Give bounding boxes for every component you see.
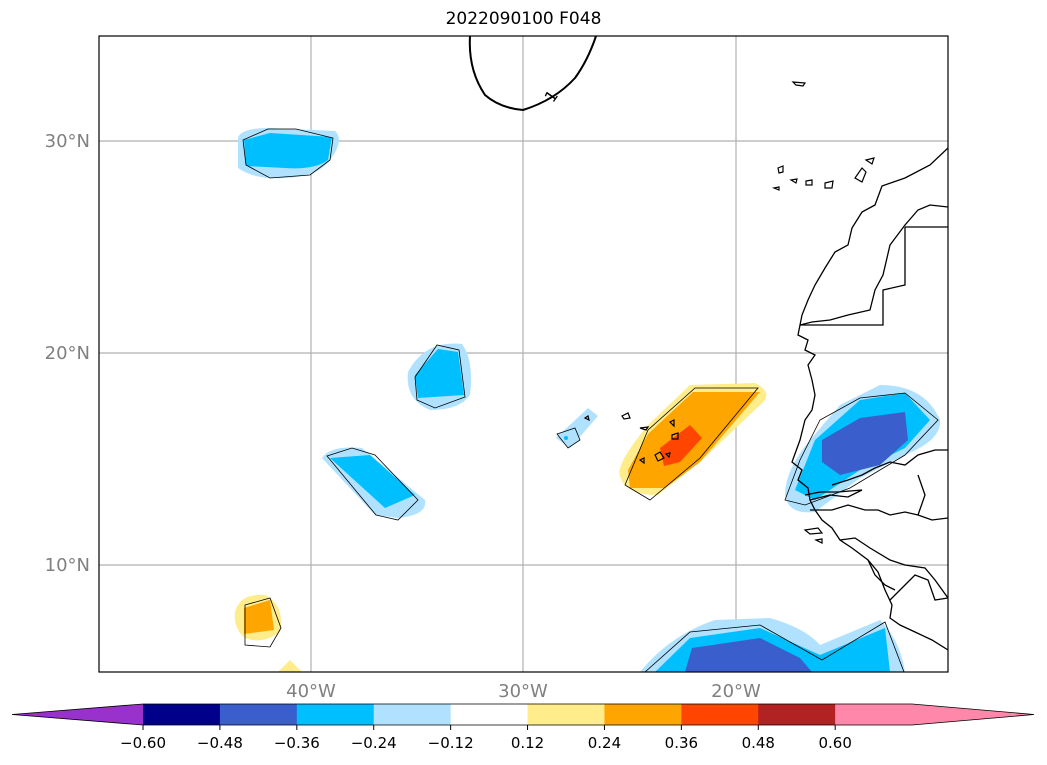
colorbar-segment xyxy=(373,704,452,725)
blob-8n-42w-positive xyxy=(234,594,302,672)
contour-line xyxy=(468,36,597,112)
colorbar-segment xyxy=(527,704,605,725)
blob-14n-38w xyxy=(322,447,426,521)
colorbar-tick-label: 0.12 xyxy=(511,734,544,752)
gridlines xyxy=(99,36,948,672)
blob-16n-22w-positive xyxy=(619,383,767,501)
blob-15n-12w xyxy=(784,385,941,513)
colorbar-extend-high xyxy=(912,704,1034,725)
lon-label-20w: 20°W xyxy=(711,681,761,702)
colorbar: −0.60 −0.48 −0.36 −0.24 −0.12 0.12 0.24 0.36 0.4… xyxy=(11,703,1035,752)
lat-label-10n: 10°N xyxy=(45,555,90,576)
colorbar-extend-low xyxy=(12,704,143,725)
colorbar-tick-label: 0.48 xyxy=(742,734,775,752)
colorbar-segment xyxy=(835,704,913,725)
colorbar-tick-label: −0.60 xyxy=(120,734,166,752)
colorbar-segment xyxy=(219,704,298,725)
map-area: 1 xyxy=(99,36,948,672)
colorbar-segment xyxy=(143,704,221,725)
colorbar-segment xyxy=(450,704,529,725)
map-frame xyxy=(98,35,949,673)
blob-30n-42w xyxy=(238,128,339,179)
colorbar-segment xyxy=(296,704,375,725)
blob-16n-28w xyxy=(556,408,598,449)
blob-18n-34w xyxy=(407,343,471,410)
colorbar-tick-label: 0.36 xyxy=(665,734,698,752)
colorbar-segment xyxy=(604,704,682,725)
colorbar-segment xyxy=(681,704,759,725)
lat-label-30n: 30°N xyxy=(45,131,90,152)
colorbar-tick-label: 0.24 xyxy=(588,734,621,752)
colorbar-tick-label: −0.48 xyxy=(197,734,243,752)
lon-label-30w: 30°W xyxy=(498,681,548,702)
lon-label-40w: 40°W xyxy=(286,681,336,702)
colorbar-tick-label: −0.36 xyxy=(274,734,320,752)
coastline xyxy=(791,147,948,651)
islands xyxy=(583,81,875,544)
map-title: 2022090100 F048 xyxy=(445,9,602,29)
colorbar-segment xyxy=(758,704,836,725)
colorbar-tick-label: 0.60 xyxy=(818,734,851,752)
colorbar-tick-label: −0.12 xyxy=(428,734,474,752)
colorbar-tick-label: −0.24 xyxy=(351,734,397,752)
blob-5n-20w xyxy=(640,618,905,672)
contour-label: 1 xyxy=(541,86,562,105)
lat-label-20n: 20°N xyxy=(45,343,90,364)
